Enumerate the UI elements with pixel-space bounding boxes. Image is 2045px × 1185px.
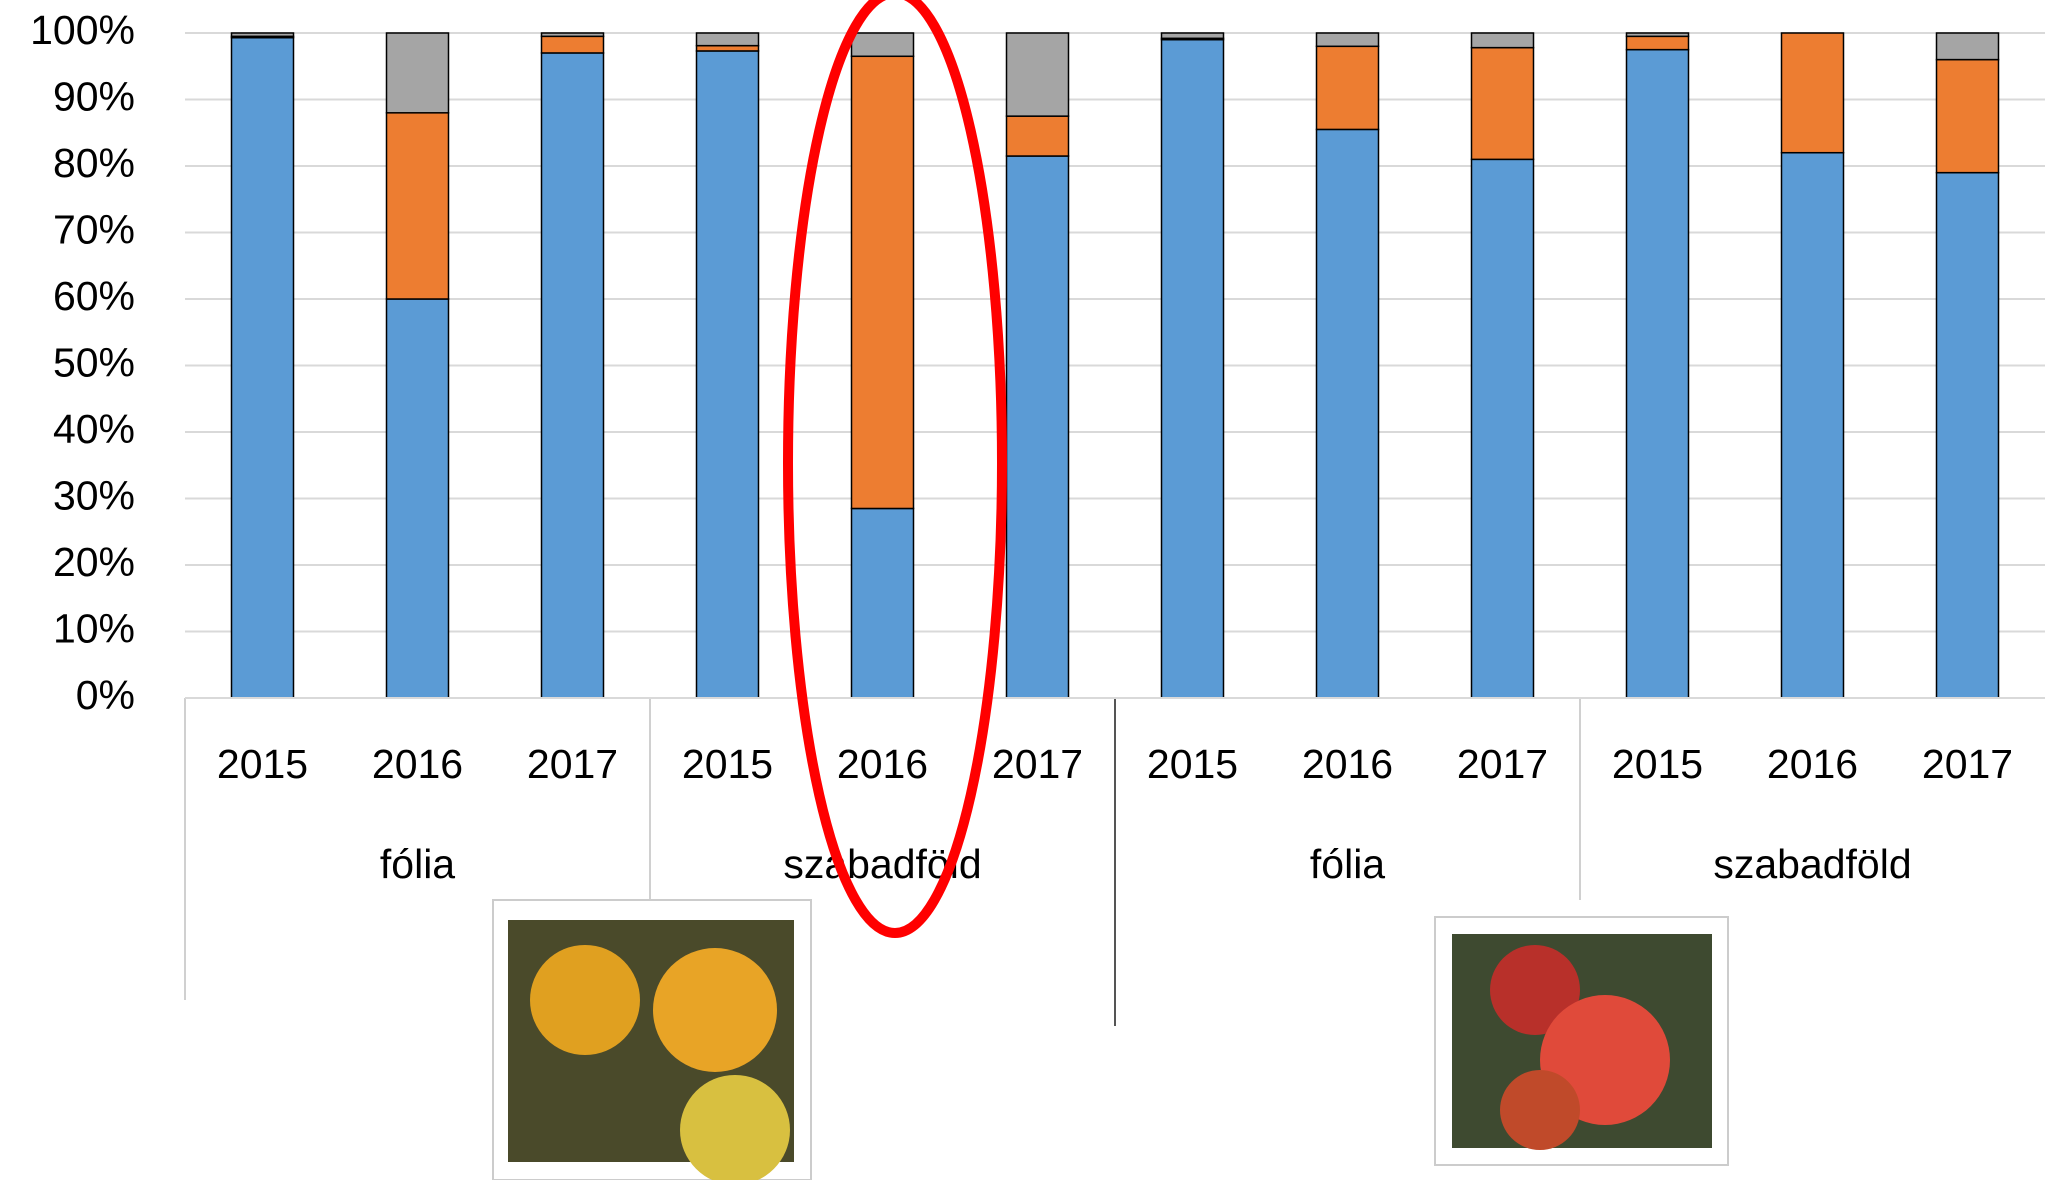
y-tick-label: 50% (53, 339, 135, 385)
bar-segment (540, 32, 605, 38)
x-tick-label: 2016 (372, 741, 463, 787)
bar-segment (1935, 171, 2000, 699)
photos (492, 899, 1729, 1185)
bar-segment (1625, 32, 1690, 38)
x-tick-label: 2016 (1302, 741, 1393, 787)
bar-segment (850, 55, 915, 510)
x-tick-label: 2017 (527, 741, 618, 787)
tomato (1490, 945, 1580, 1035)
bar-segment (1625, 48, 1690, 699)
bar-segment (1935, 32, 2000, 61)
bar-segment (1315, 45, 1380, 131)
bar-segment (385, 112, 450, 300)
bar-segment (850, 507, 915, 699)
bar-segment (1315, 128, 1380, 699)
tomato (653, 948, 777, 1072)
y-tick-label: 100% (30, 7, 135, 53)
bar-segment (1470, 158, 1535, 699)
group-label: szabadföld (1713, 841, 1911, 887)
highlight-ellipse (783, 0, 1007, 938)
x-tick-label: 2017 (1457, 741, 1548, 787)
bar-segment (695, 44, 760, 52)
y-tick-label: 10% (53, 605, 135, 651)
bar-segment (1935, 58, 2000, 174)
x-tick-label: 2016 (837, 741, 928, 787)
x-tick-label: 2015 (682, 741, 773, 787)
bar-segment (1780, 151, 1845, 699)
tomato (1500, 1070, 1580, 1150)
x-tick-label: 2015 (217, 741, 308, 787)
group-label: fólia (1310, 841, 1385, 887)
bar-segment (1780, 32, 1845, 154)
group-label: fólia (380, 841, 455, 887)
x-tick-label: 2015 (1612, 741, 1703, 787)
y-tick-label: 90% (53, 73, 135, 119)
bar-segment (1625, 35, 1690, 51)
bar-segment (1160, 38, 1225, 699)
x-tick-label: 2017 (992, 741, 1083, 787)
bar-segment (385, 298, 450, 699)
y-tick-label: 30% (53, 472, 135, 518)
y-tick-label: 0% (76, 672, 135, 718)
y-tick-label: 40% (53, 406, 135, 452)
bar-segment (230, 32, 295, 38)
bar-segment (1005, 115, 1070, 157)
bar-segment (1470, 46, 1535, 161)
bar-segment (695, 32, 760, 47)
bar-segment (1005, 32, 1070, 117)
bar-segment (1005, 155, 1070, 699)
bar-segment (540, 52, 605, 699)
x-tick-label: 2015 (1147, 741, 1238, 787)
bar-segment (385, 32, 450, 114)
bar-segment (1315, 32, 1380, 48)
bar-segment (230, 36, 295, 699)
bar-segment (1470, 32, 1535, 49)
y-tick-label: 70% (53, 206, 135, 252)
y-tick-label: 60% (53, 273, 135, 319)
x-tick-label: 2016 (1767, 741, 1858, 787)
tomato (680, 1075, 790, 1185)
bar-segment (540, 35, 605, 54)
y-tick-label: 80% (53, 140, 135, 186)
y-tick-label: 20% (53, 539, 135, 585)
bar-segment (850, 32, 915, 58)
tomato (530, 945, 640, 1055)
bar-segment (1160, 32, 1225, 40)
x-tick-label: 2017 (1922, 741, 2013, 787)
bar-segment (695, 50, 760, 699)
